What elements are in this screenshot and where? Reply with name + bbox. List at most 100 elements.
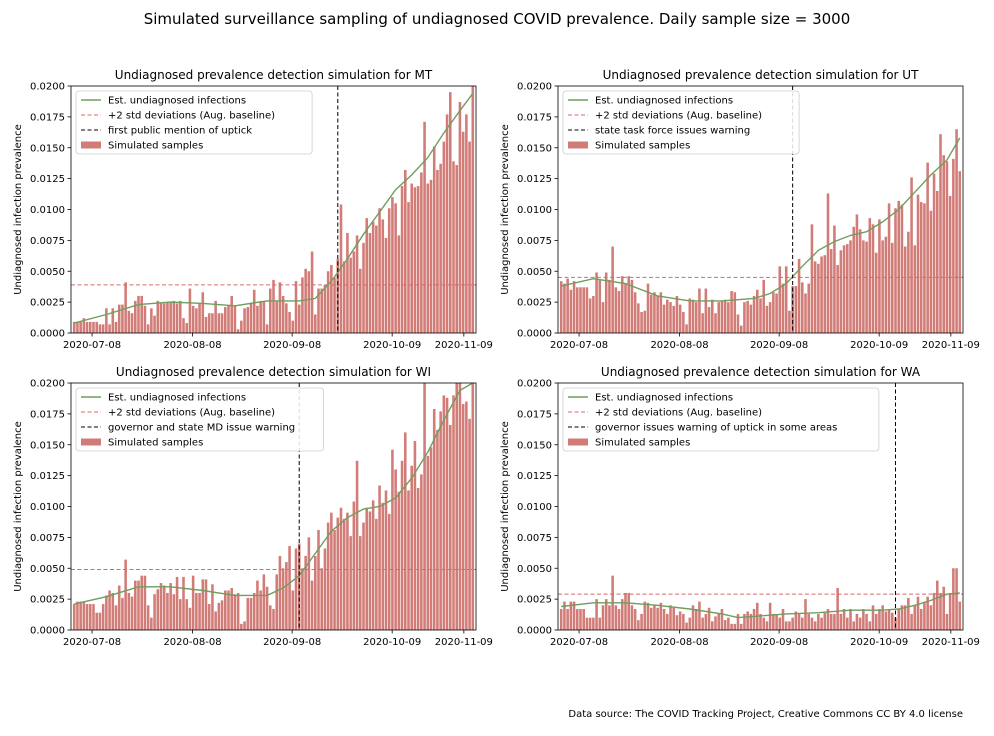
sample-bar (727, 302, 730, 333)
sample-bar (301, 568, 304, 630)
sample-bar (378, 208, 381, 333)
sample-bar (646, 283, 650, 333)
sample-bar (400, 460, 404, 630)
sample-bar (127, 592, 131, 630)
sample-bar (394, 203, 397, 333)
legend-label: governor issues warning of uptick in som… (595, 423, 837, 434)
sample-bar (736, 613, 740, 630)
sample-bar (397, 235, 401, 333)
sample-bar (784, 621, 788, 630)
sample-bar (730, 623, 733, 630)
sample-bar (333, 529, 336, 630)
sample-bar (662, 609, 666, 630)
chart-title: Undiagnosed prevalence detection simulat… (601, 365, 921, 379)
y-tick-label: 0.0025 (517, 298, 552, 309)
sample-bar (932, 173, 936, 333)
legend-swatch-samples (568, 141, 588, 149)
sample-bar (595, 599, 598, 630)
sample-bar (281, 568, 285, 630)
sample-bar (445, 114, 449, 333)
sample-bar (865, 241, 868, 333)
sample-bar (781, 283, 785, 333)
sample-bar (143, 575, 147, 630)
sample-bar (461, 403, 465, 630)
sample-bar (630, 605, 634, 630)
sample-bar (923, 601, 926, 630)
legend-label: governor and state MD issue warning (108, 423, 295, 434)
sample-bar (243, 308, 246, 333)
sample-bar (246, 307, 250, 333)
sample-bar (455, 383, 458, 630)
sample-bar (611, 246, 614, 333)
sample-bar (884, 611, 888, 630)
legend-label: Simulated samples (108, 438, 203, 449)
sample-bar (817, 613, 820, 630)
sample-bar (833, 225, 836, 333)
sample-bar (130, 313, 134, 333)
sample-bar (608, 605, 611, 630)
plot-area (71, 383, 476, 630)
sample-bar (294, 548, 298, 630)
sample-bar (714, 616, 717, 630)
sample-bar (156, 589, 160, 630)
sample-bar (682, 312, 685, 333)
sample-bar (720, 609, 724, 630)
sample-bar (137, 295, 140, 333)
sample-bar (101, 324, 105, 333)
sample-bar (948, 195, 952, 333)
y-tick-label: 0.0200 (30, 82, 65, 93)
sample-bar (678, 304, 682, 333)
chart-panel: 0.0000 0.0025 0.0050 0.0075 0.0100 0.0125 0.01… (500, 68, 980, 351)
y-tick-label: 0.0150 (517, 440, 552, 451)
sample-bar (265, 586, 269, 630)
sample-bar (249, 597, 253, 630)
sample-bar (743, 613, 746, 630)
sample-bar (704, 613, 708, 630)
sample-bar (98, 612, 102, 630)
sample-bar (407, 202, 410, 333)
legend-box (75, 387, 324, 452)
sample-bar (442, 141, 446, 333)
sample-bar (939, 592, 942, 630)
sample-bar (929, 605, 933, 630)
legend-label: Est. undiagnosed infections (108, 393, 246, 404)
sample-bar (887, 609, 891, 630)
sample-bar (82, 318, 86, 333)
sample-bar (432, 146, 436, 333)
sample-bar (621, 276, 624, 333)
sample-bar (772, 292, 775, 333)
sample-bar (775, 293, 778, 333)
sample-bar (297, 304, 301, 333)
x-tick-label: 2020-07-08 (63, 340, 121, 351)
sample-bar (749, 613, 753, 630)
sample-bar (384, 237, 388, 333)
sample-bar (601, 605, 605, 630)
sample-bar (733, 623, 737, 630)
sample-bar (704, 288, 708, 333)
sample-bar (381, 219, 385, 333)
sample-bar (314, 314, 317, 333)
sample-bar (694, 609, 698, 630)
sample-bar (823, 612, 827, 630)
sample-bar (707, 307, 711, 333)
sample-bar (659, 602, 663, 630)
sample-bar (227, 305, 230, 333)
sample-bar (691, 605, 695, 630)
sample-bar (230, 295, 233, 333)
sample-bar (682, 613, 685, 630)
sample-bar (114, 321, 118, 333)
sample-bar (576, 287, 579, 333)
sample-bar (214, 300, 217, 333)
sample-bar (288, 546, 291, 630)
y-tick-label: 0.0075 (517, 533, 552, 544)
sample-bar (326, 522, 330, 630)
sample-bar (942, 155, 945, 333)
sample-bar (624, 283, 627, 333)
sample-bar (842, 609, 846, 630)
sample-bar (381, 502, 385, 630)
sample-bar (794, 286, 798, 333)
sample-bar (416, 186, 420, 333)
sample-bar (701, 617, 704, 630)
sample-bar (233, 305, 237, 333)
sample-bar (111, 592, 115, 630)
